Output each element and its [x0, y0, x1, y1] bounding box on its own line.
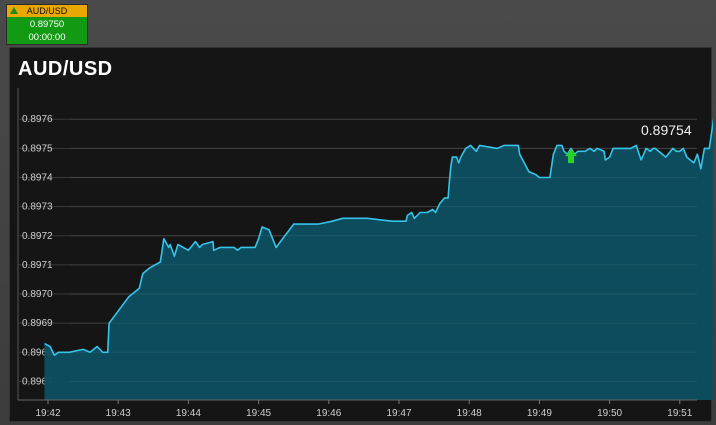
ticker-symbol: AUD/USD — [26, 6, 68, 16]
series-line — [44, 117, 713, 356]
y-tick-label: 0.8972 — [22, 231, 53, 242]
y-tick-label: 0.8976 — [22, 114, 53, 125]
y-tick-label: 0.8974 — [22, 172, 53, 183]
y-tick-label: 0.8967 — [22, 376, 53, 387]
triangle-up-icon — [10, 7, 18, 14]
x-tick-label: 19:51 — [667, 408, 692, 419]
series-area — [44, 123, 713, 400]
chart-panel: AUD/USD 0.8967 0.8968 0.8969 0.8970 0.8971 0.… — [9, 47, 713, 423]
ticker-body: 0.89750 00:00:00 — [7, 17, 87, 44]
x-tick-label: 19:44 — [176, 408, 201, 419]
y-tick-label: 0.8968 — [22, 347, 53, 358]
x-tick-label: 19:46 — [316, 408, 341, 419]
x-tick-label: 19:48 — [457, 408, 482, 419]
ticker-timer: 00:00:00 — [28, 31, 66, 43]
y-tick-label: 0.8971 — [22, 260, 53, 271]
y-tick-label: 0.8975 — [22, 143, 53, 154]
last-price-label: 0.89754 — [641, 122, 692, 138]
up-arrow-icon — [564, 149, 577, 164]
chart-title: AUD/USD — [18, 58, 113, 80]
y-tick-label: 0.8970 — [22, 289, 53, 300]
x-tick-label: 19:43 — [106, 408, 131, 419]
ticker-widget[interactable]: AUD/USD 0.89750 00:00:00 — [6, 4, 88, 45]
x-tick-label: 19:50 — [597, 408, 622, 419]
x-tick-label: 19:42 — [35, 408, 60, 419]
x-tick-label: 19:49 — [527, 408, 552, 419]
x-tick-label: 19:47 — [386, 408, 411, 419]
price-chart[interactable]: 0.8967 0.8968 0.8969 0.8970 0.8971 0.8972 0.89… — [10, 48, 713, 423]
y-tick-label: 0.8969 — [22, 318, 53, 329]
y-tick-label: 0.8973 — [22, 202, 53, 213]
ticker-header: AUD/USD — [7, 5, 87, 17]
ticker-price: 0.89750 — [29, 18, 65, 30]
x-tick-label: 19:45 — [246, 408, 271, 419]
